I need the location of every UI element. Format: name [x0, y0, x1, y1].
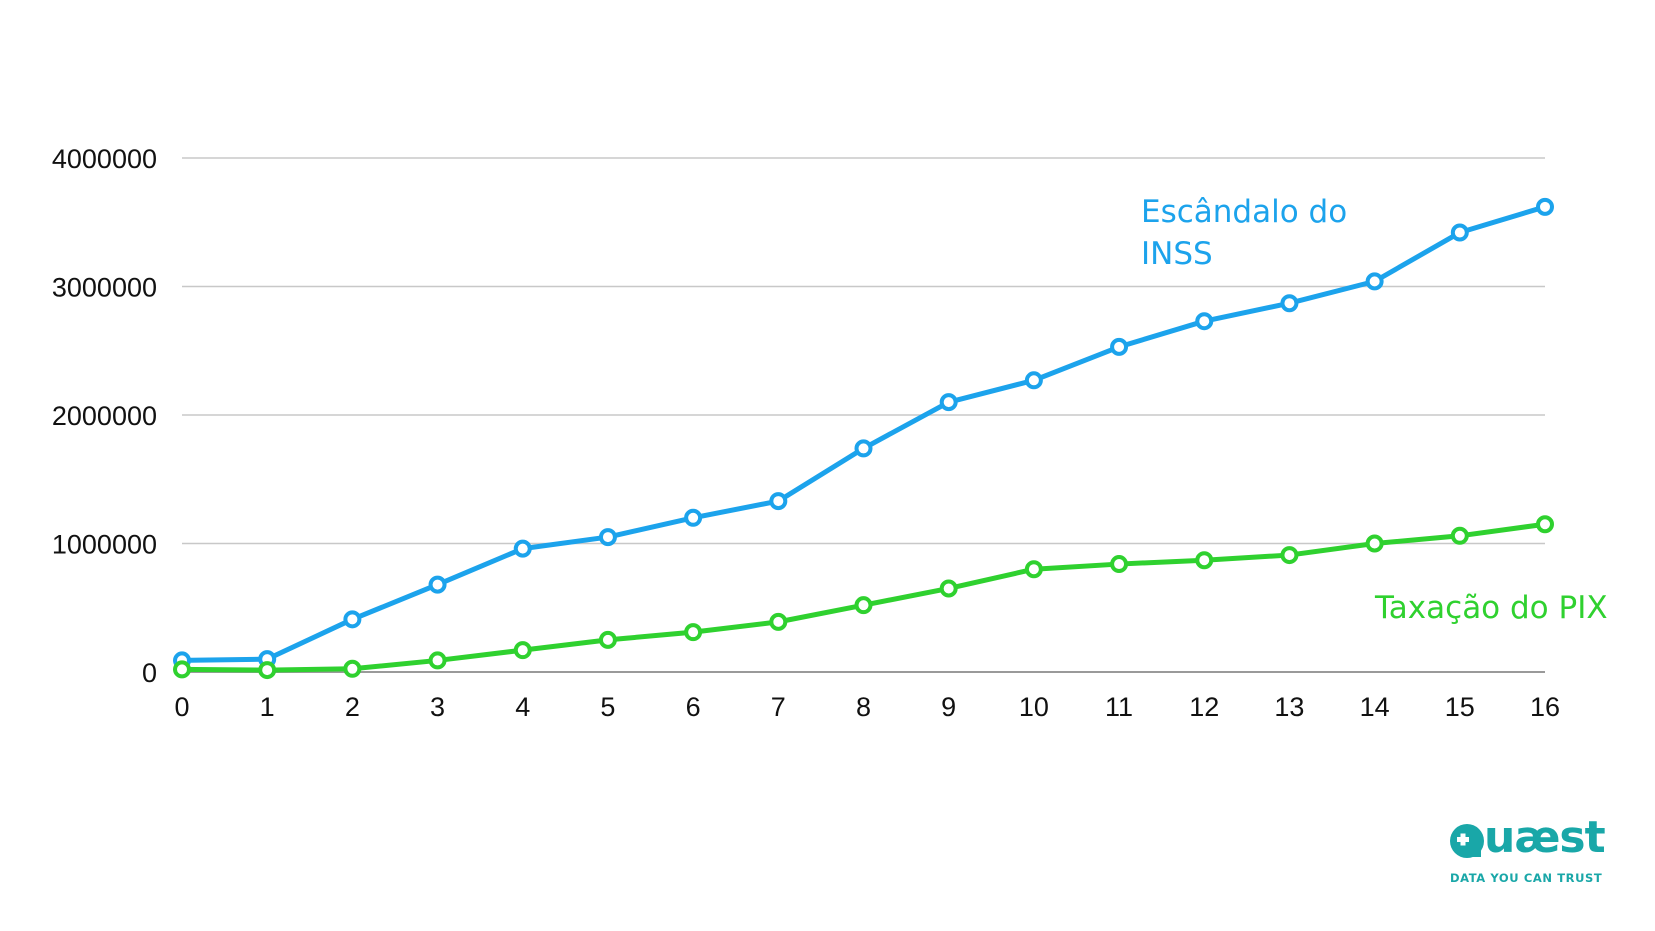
x-tick-label: 5 [600, 692, 615, 722]
quaest-logo-icon [1450, 824, 1484, 858]
data-point-series-2 [1024, 560, 1043, 579]
data-point-series-2 [939, 579, 958, 598]
x-tick-label: 6 [686, 692, 701, 722]
data-point-series-1 [854, 439, 873, 458]
x-tick-label: 12 [1189, 692, 1219, 722]
y-tick-label: 4000000 [52, 144, 157, 174]
data-point-series-1 [343, 610, 362, 629]
x-tick-label: 13 [1274, 692, 1304, 722]
data-point-series-1 [428, 575, 447, 594]
x-tick-label: 10 [1019, 692, 1049, 722]
data-point-series-2 [1195, 551, 1214, 570]
data-point-series-2 [1450, 526, 1469, 545]
series-label-1: Escândalo do [1141, 194, 1347, 230]
data-point-series-1 [939, 393, 958, 412]
data-point-series-2 [854, 596, 873, 615]
data-point-series-2 [513, 641, 532, 660]
x-tick-label: 11 [1105, 692, 1133, 722]
y-tick-label: 2000000 [52, 401, 157, 431]
data-point-series-2 [1280, 546, 1299, 565]
data-point-series-1 [1450, 223, 1469, 242]
logo-wordmark: uæst [1484, 812, 1606, 863]
series-label-2: Taxação do PIX [1374, 590, 1608, 626]
data-point-series-1 [1536, 197, 1554, 216]
data-point-series-1 [1110, 337, 1129, 356]
data-point-series-2 [1536, 515, 1554, 534]
data-point-series-1 [769, 492, 788, 511]
quaest-logo: uæst DATA YOU CAN TRUST [1448, 812, 1618, 888]
data-point-series-1 [684, 508, 703, 527]
data-point-series-2 [769, 612, 788, 631]
x-tick-label: 16 [1530, 692, 1560, 722]
x-tick-label: 3 [430, 692, 445, 722]
x-tick-label: 2 [345, 692, 360, 722]
data-point-series-2 [1365, 534, 1384, 553]
data-point-series-2 [258, 661, 277, 680]
data-point-series-1 [1365, 272, 1384, 291]
x-tick-label: 9 [941, 692, 956, 722]
data-point-series-2 [173, 660, 191, 679]
x-tick-label: 15 [1445, 692, 1475, 722]
data-point-series-2 [598, 630, 617, 649]
x-tick-label: 8 [856, 692, 871, 722]
x-tick-label: 7 [771, 692, 786, 722]
y-tick-label: 3000000 [52, 273, 157, 303]
series-line-1 [179, 204, 1548, 663]
data-point-series-1 [513, 539, 532, 558]
y-tick-label: 0 [142, 658, 157, 688]
x-tick-label: 1 [260, 692, 275, 722]
data-point-series-1 [1280, 294, 1299, 313]
logo-tagline: DATA YOU CAN TRUST [1450, 871, 1603, 885]
x-tick-label: 14 [1360, 692, 1390, 722]
data-point-series-2 [684, 623, 703, 642]
x-tick-label: 4 [515, 692, 530, 722]
data-point-series-2 [1110, 555, 1129, 574]
data-point-series-2 [343, 659, 362, 678]
data-point-series-1 [1195, 312, 1214, 331]
data-point-series-2 [428, 651, 447, 670]
data-point-series-1 [1024, 371, 1043, 390]
series-label-1: INSS [1141, 236, 1213, 272]
y-tick-label: 1000000 [52, 530, 157, 560]
data-point-series-1 [598, 528, 617, 547]
x-tick-label: 0 [174, 692, 189, 722]
